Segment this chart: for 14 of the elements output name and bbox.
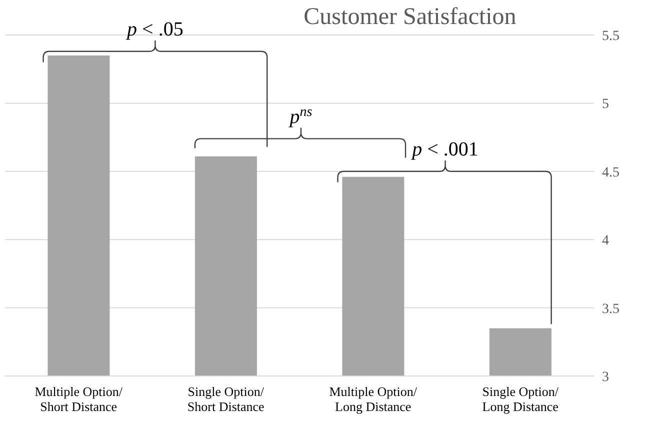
x-tick-label: Single Option/ Short Distance (187, 384, 265, 414)
annotation: p < .001 (410, 138, 478, 160)
annotation: p < .05 (125, 18, 184, 40)
y-tick-label: 5 (602, 97, 609, 112)
x-tick-label: Multiple Option/ Short Distance (34, 384, 123, 414)
y-tick-label: 3.5 (602, 302, 620, 317)
x-tick-label: Single Option/ Long Distance (482, 384, 559, 414)
chart-title: Customer Satisfaction (302, 4, 518, 31)
x-tick-label: Multiple Option/ Long Distance (329, 384, 418, 414)
y-tick-label: 3 (602, 370, 609, 385)
annotation: p$^{ns}$ (288, 104, 313, 128)
y-tick-label: 4 (602, 234, 609, 249)
y-tick-label: 5.5 (602, 28, 620, 44)
y-tick-label: 4.5 (602, 165, 620, 180)
